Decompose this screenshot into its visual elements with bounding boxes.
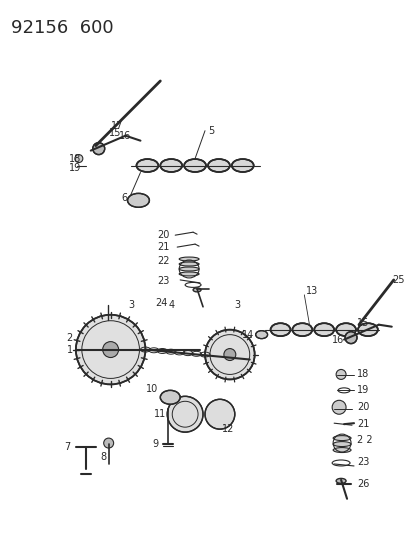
Text: 19: 19 bbox=[356, 385, 368, 395]
Ellipse shape bbox=[160, 159, 182, 172]
Text: 23: 23 bbox=[356, 457, 368, 467]
Text: 20: 20 bbox=[356, 402, 368, 412]
Text: 2: 2 bbox=[66, 333, 73, 343]
Circle shape bbox=[335, 369, 345, 379]
Text: 18: 18 bbox=[69, 154, 81, 164]
Ellipse shape bbox=[332, 448, 350, 453]
Text: 19: 19 bbox=[69, 163, 81, 173]
Ellipse shape bbox=[313, 323, 333, 336]
Text: 8: 8 bbox=[100, 452, 107, 462]
Circle shape bbox=[344, 332, 356, 344]
Text: 25: 25 bbox=[391, 275, 403, 285]
Circle shape bbox=[167, 397, 202, 432]
Text: 3: 3 bbox=[128, 300, 134, 310]
Ellipse shape bbox=[255, 330, 267, 338]
Ellipse shape bbox=[192, 288, 201, 292]
Text: 92156  600: 92156 600 bbox=[11, 19, 114, 37]
Text: 6: 6 bbox=[121, 193, 127, 204]
Text: 17: 17 bbox=[110, 121, 123, 131]
Text: 2 2: 2 2 bbox=[356, 435, 372, 445]
Circle shape bbox=[331, 400, 345, 414]
Text: 4: 4 bbox=[168, 300, 174, 310]
Text: 12: 12 bbox=[221, 424, 234, 434]
Ellipse shape bbox=[136, 159, 158, 172]
Text: 21: 21 bbox=[157, 242, 169, 252]
Ellipse shape bbox=[357, 323, 377, 336]
Ellipse shape bbox=[335, 479, 345, 483]
Ellipse shape bbox=[127, 193, 149, 207]
Circle shape bbox=[75, 155, 83, 163]
Ellipse shape bbox=[332, 435, 350, 441]
Text: 13: 13 bbox=[306, 286, 318, 296]
Circle shape bbox=[204, 399, 234, 429]
Text: 15: 15 bbox=[108, 128, 121, 138]
Circle shape bbox=[204, 330, 254, 379]
Circle shape bbox=[103, 438, 113, 448]
Text: 18: 18 bbox=[356, 369, 368, 379]
Circle shape bbox=[102, 342, 118, 358]
Circle shape bbox=[93, 143, 104, 155]
Text: 5: 5 bbox=[207, 126, 214, 136]
Ellipse shape bbox=[179, 262, 199, 266]
Text: 9: 9 bbox=[152, 439, 158, 449]
Text: 20: 20 bbox=[157, 230, 169, 240]
Text: 16: 16 bbox=[331, 335, 344, 345]
Text: 26: 26 bbox=[356, 479, 368, 489]
Ellipse shape bbox=[184, 159, 206, 172]
Text: 16: 16 bbox=[118, 131, 131, 141]
Text: 11: 11 bbox=[154, 409, 166, 419]
Ellipse shape bbox=[270, 323, 290, 336]
Text: 7: 7 bbox=[64, 442, 71, 452]
Ellipse shape bbox=[179, 257, 199, 261]
Ellipse shape bbox=[292, 323, 311, 336]
Ellipse shape bbox=[179, 267, 199, 271]
Ellipse shape bbox=[332, 441, 350, 447]
Ellipse shape bbox=[160, 390, 180, 404]
Circle shape bbox=[76, 315, 145, 384]
Ellipse shape bbox=[179, 272, 199, 276]
Text: 10: 10 bbox=[146, 384, 158, 394]
Text: 14: 14 bbox=[241, 329, 254, 340]
Text: 15: 15 bbox=[356, 318, 368, 328]
Text: 1: 1 bbox=[66, 344, 73, 354]
Circle shape bbox=[223, 349, 235, 360]
Ellipse shape bbox=[207, 159, 229, 172]
Text: 23: 23 bbox=[157, 276, 169, 286]
Ellipse shape bbox=[231, 159, 253, 172]
Ellipse shape bbox=[335, 323, 355, 336]
Text: 21: 21 bbox=[356, 419, 368, 429]
Text: 22: 22 bbox=[157, 256, 169, 266]
Text: 24: 24 bbox=[154, 298, 167, 308]
Text: 3: 3 bbox=[234, 300, 240, 310]
